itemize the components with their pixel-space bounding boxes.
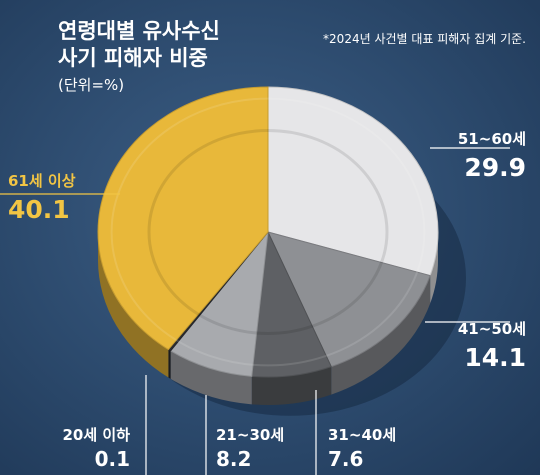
label-value: 7.6 (328, 447, 364, 471)
pie-outer-ring (110, 97, 426, 367)
label-value: 14.1 (464, 343, 526, 372)
pie-inner-ring (147, 129, 389, 335)
label-name: 31~40세 (328, 426, 397, 444)
label-31-40: 31~40세 7.6 (328, 424, 396, 471)
label-name: 21~30세 (216, 426, 285, 444)
chart-title: 연령대별 유사수신 사기 피해자 비중 (58, 18, 220, 72)
label-value: 8.2 (216, 447, 252, 471)
pie-side-5 (98, 232, 169, 378)
label-under-20: 20세 이하 0.1 (30, 424, 131, 471)
label-name: 20세 이하 (62, 426, 131, 444)
label-name: 51~60세 (457, 130, 526, 148)
label-name: 61세 이상 (8, 172, 76, 190)
title-line-1: 연령대별 유사수신 (58, 19, 220, 43)
label-name: 41~50세 (457, 320, 526, 338)
label-41-50: 41~50세 14.1 (458, 318, 526, 372)
pie-slice-1 (267, 231, 431, 368)
pie-side-2 (251, 366, 332, 406)
title-line-2: 사기 피해자 비중 (58, 46, 208, 70)
pie-slice-0 (267, 86, 439, 277)
pie-slice-5 (97, 86, 269, 351)
pie-side-1 (331, 275, 431, 395)
pie-side-0 (430, 232, 439, 304)
label-61-plus: 61세 이상 40.1 (8, 170, 76, 224)
label-value: 0.1 (94, 447, 130, 471)
label-value: 29.9 (464, 153, 526, 182)
label-value: 40.1 (8, 195, 70, 224)
unit-label: (단위=%) (58, 76, 125, 94)
footnote: *2024년 사건별 대표 피해자 집계 기준. (323, 32, 526, 46)
pie-side-3 (170, 350, 252, 405)
pie-slice-3 (169, 230, 269, 377)
label-21-30: 21~30세 8.2 (216, 424, 284, 471)
pie-side-4 (168, 349, 171, 379)
label-51-60: 51~60세 29.9 (458, 128, 526, 182)
